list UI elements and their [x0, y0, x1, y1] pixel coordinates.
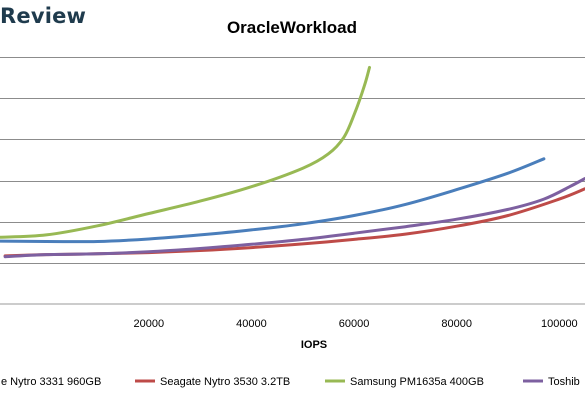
legend-label-4: Toshib [548, 376, 580, 388]
x-tick-label-3: 60000 [339, 318, 370, 330]
x-tick-label-2: 40000 [236, 318, 267, 330]
x-tick-label-4: 80000 [441, 318, 472, 330]
series-line-3 [0, 65, 371, 239]
series-line-1 [0, 157, 546, 244]
x-tick-labels: 20000 40000 60000 80000 100000 [134, 318, 578, 330]
legend-label-1: e Nytro 3331 960GB [1, 376, 101, 388]
legend-label-3: Samsung PM1635a 400GB [350, 376, 484, 388]
x-tick-label-5: 100000 [541, 318, 578, 330]
grid-lines [0, 57, 585, 264]
x-tick-label-1: 20000 [134, 318, 165, 330]
series-line-4 [3, 177, 585, 259]
series-lines [0, 65, 585, 259]
x-axis-label: IOPS [301, 339, 327, 351]
chart-title: OracleWorkload [227, 18, 357, 37]
legend-label-2: Seagate Nytro 3530 3.2TB [160, 376, 290, 388]
legend: e Nytro 3331 960GB Seagate Nytro 3530 3.2… [1, 376, 580, 388]
brand-logo-text: Review [0, 4, 87, 28]
